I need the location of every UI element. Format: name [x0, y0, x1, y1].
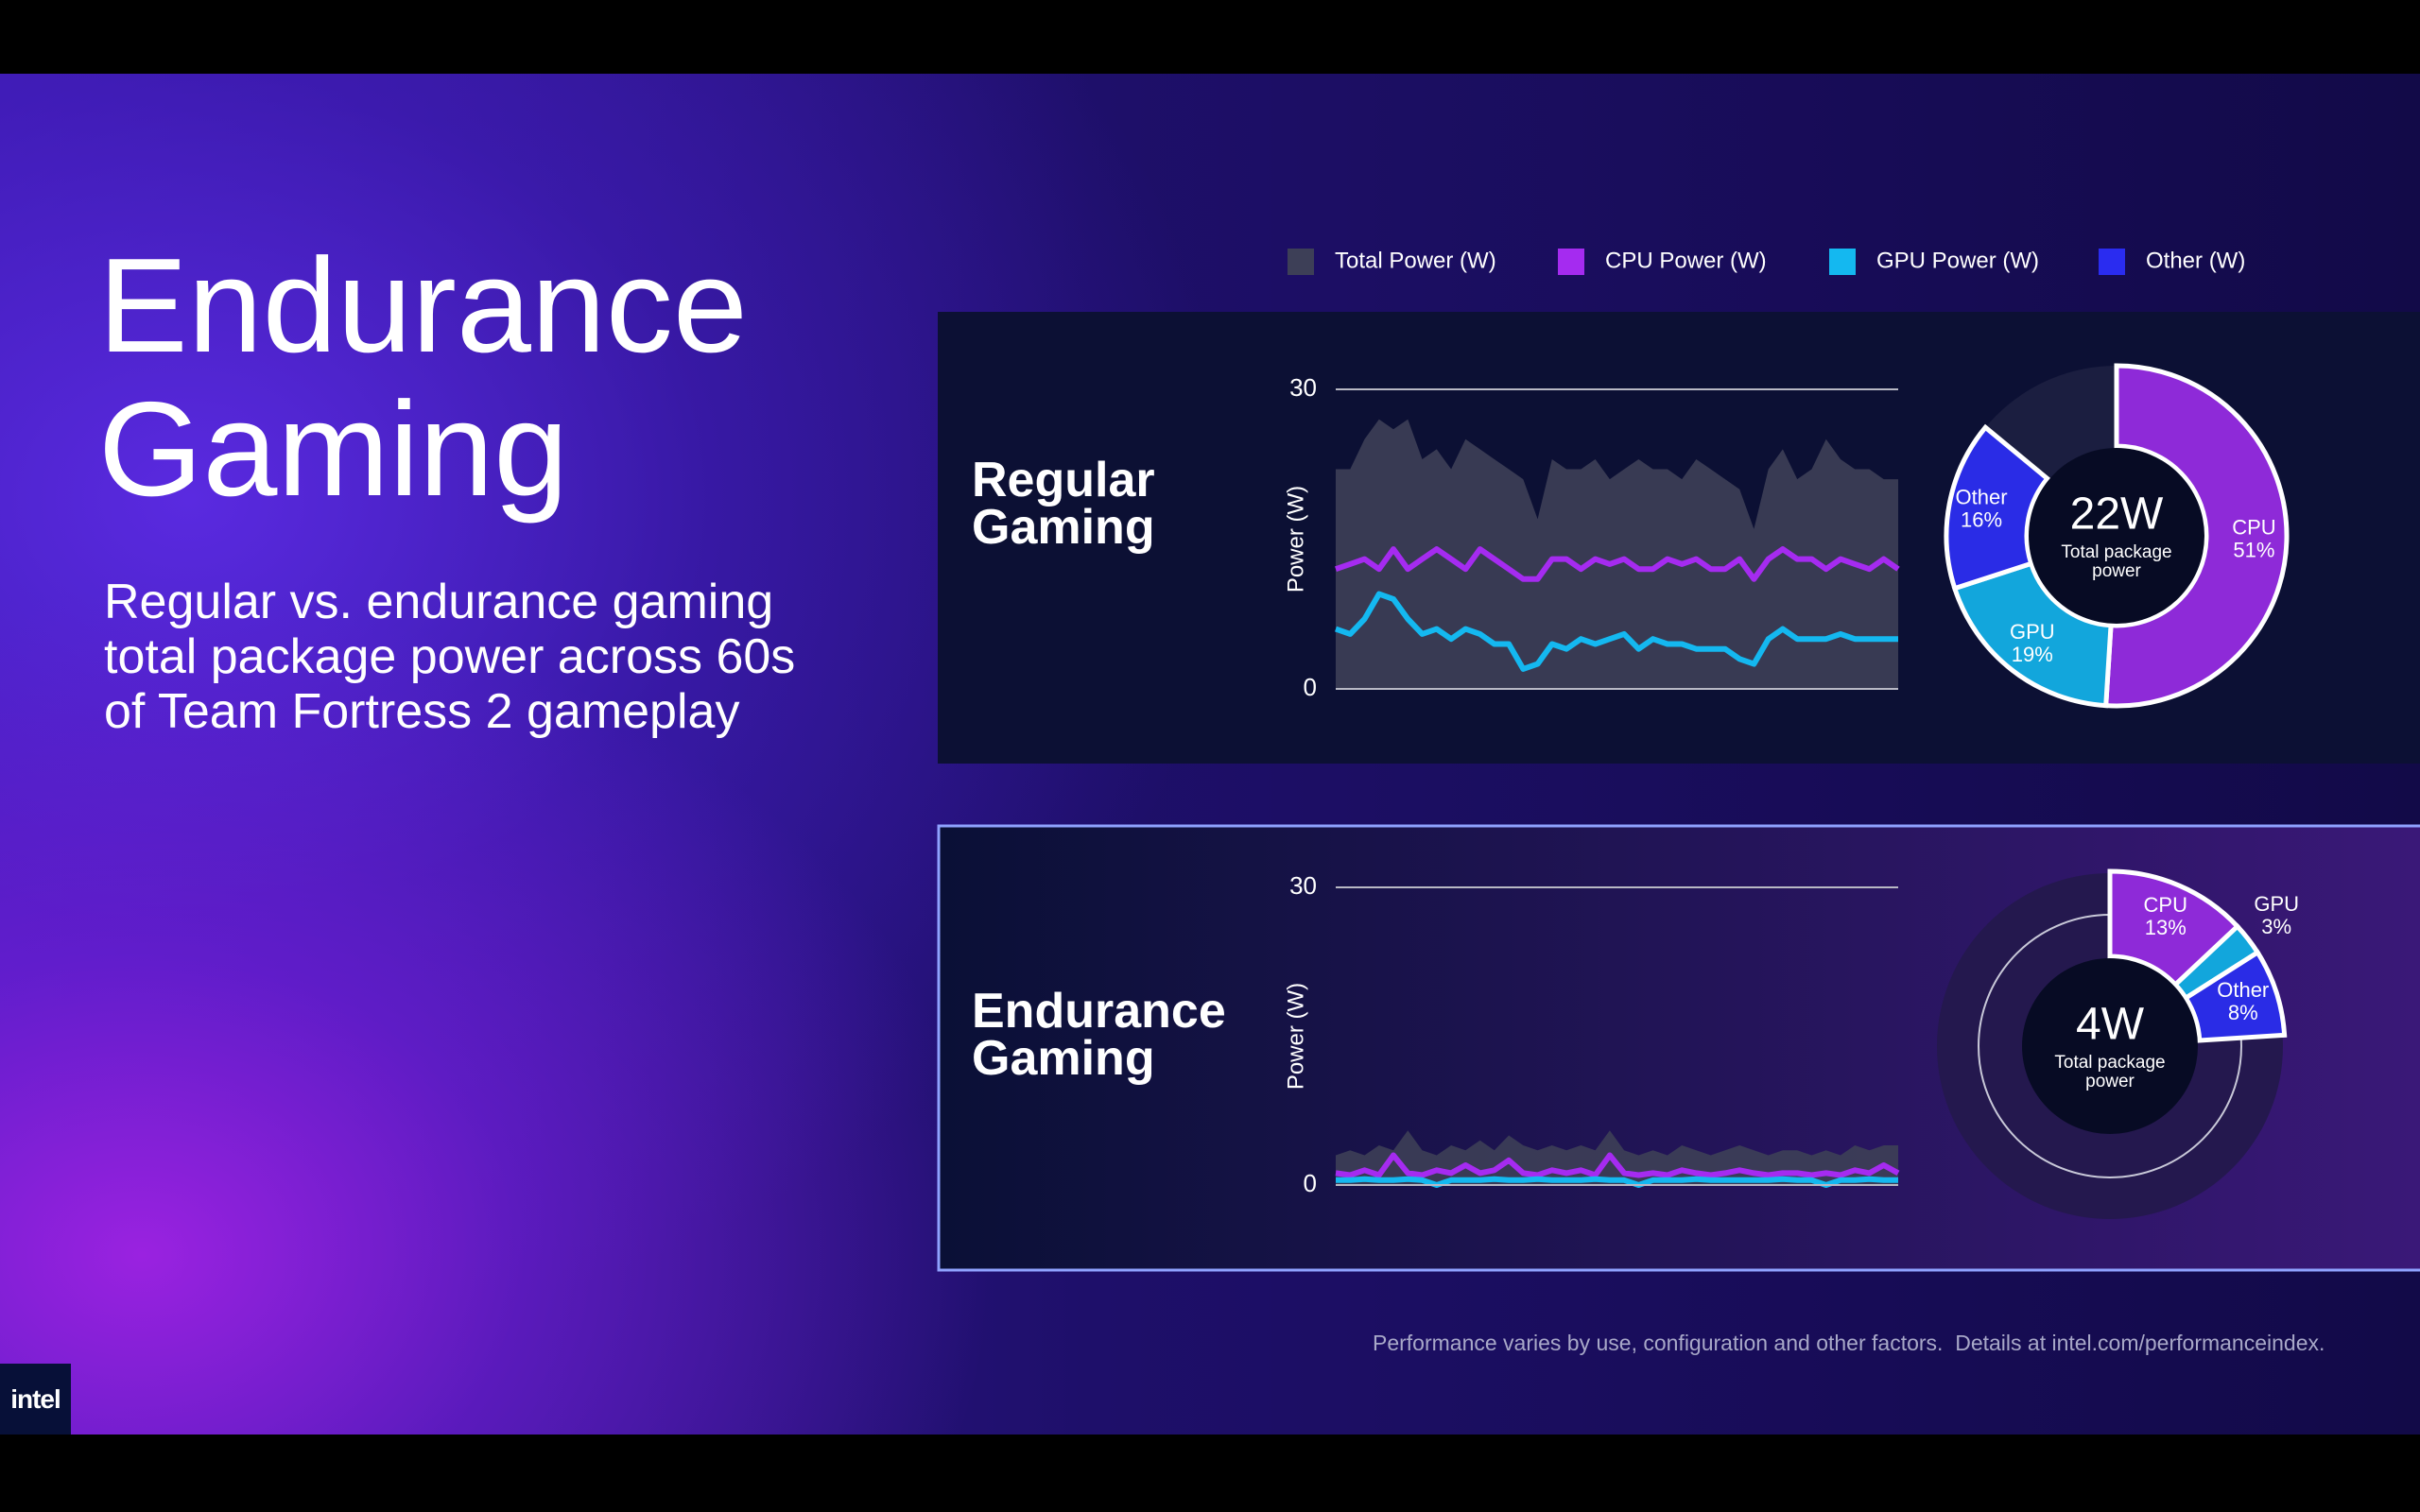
y-tick-label: 30 — [1289, 871, 1317, 900]
legend-swatch — [1288, 249, 1314, 275]
footnote: Performance varies by use, configuration… — [1373, 1331, 2325, 1355]
y-tick-label: 30 — [1289, 373, 1317, 402]
line — [1336, 1176, 1898, 1188]
pie-label: CPU — [2144, 893, 2187, 917]
y-axis-label: Power (W) — [1283, 983, 1308, 1090]
center-label: 22W — [2070, 490, 2164, 540]
line — [1335, 591, 1898, 672]
y-tick-label: 0 — [1304, 1169, 1317, 1197]
charts: Total Power (W) CPU Power (W) GPU Power (W… — [937, 248, 2420, 1272]
pie-label: CPU — [2232, 515, 2275, 539]
legend-label: GPU Power (W) — [1876, 248, 2039, 273]
y-tick-label: 0 — [1304, 673, 1317, 701]
panel-title: Regular Gaming — [972, 453, 1155, 555]
pie-sector — [1944, 423, 2051, 592]
pie-label: GPU — [2010, 620, 2055, 644]
pie-sector — [2103, 363, 2290, 709]
center-caption: Total package power — [2061, 542, 2172, 581]
legend-swatch — [1829, 249, 1856, 275]
line — [1335, 1152, 1900, 1178]
slide-title: Endurance Gaming — [98, 231, 748, 524]
pie-sector — [1951, 560, 2114, 709]
pie-label: Other — [1956, 486, 2008, 509]
area — [1336, 419, 1898, 689]
center-label: 4W — [2076, 1000, 2145, 1050]
panel-title: Endurance Gaming — [972, 984, 1226, 1086]
pie-value-label: 3% — [2261, 915, 2291, 938]
center-caption: Total package power — [2054, 1053, 2166, 1091]
pie-center — [2029, 448, 2204, 624]
pie-value-label: 16% — [1961, 508, 2002, 532]
legend-label: Total Power (W) — [1335, 248, 1496, 273]
slide-subtitle: Regular vs. endurance gaming total packa… — [104, 575, 796, 739]
legend-label: Other (W) — [2146, 248, 2245, 273]
legend-swatch — [2099, 249, 2125, 275]
pie-value-label: 51% — [2233, 538, 2274, 561]
y-axis-label: Power (W) — [1283, 486, 1308, 593]
pie-sector — [2182, 949, 2288, 1043]
pie-value-label: 19% — [2012, 643, 2053, 666]
slide: Endurance Gaming Regular vs. endurance g… — [0, 74, 2420, 1435]
line — [1335, 546, 1900, 582]
pie-label: Other — [2217, 978, 2269, 1002]
pie-value-label: 8% — [2228, 1001, 2258, 1024]
pie-value-label: 13% — [2145, 916, 2187, 939]
pie-label: GPU — [2254, 892, 2299, 916]
logo: intel — [0, 1364, 71, 1435]
legend-label: CPU Power (W) — [1605, 248, 1767, 273]
pie-center — [2022, 958, 2198, 1134]
legend-swatch — [1558, 249, 1584, 275]
